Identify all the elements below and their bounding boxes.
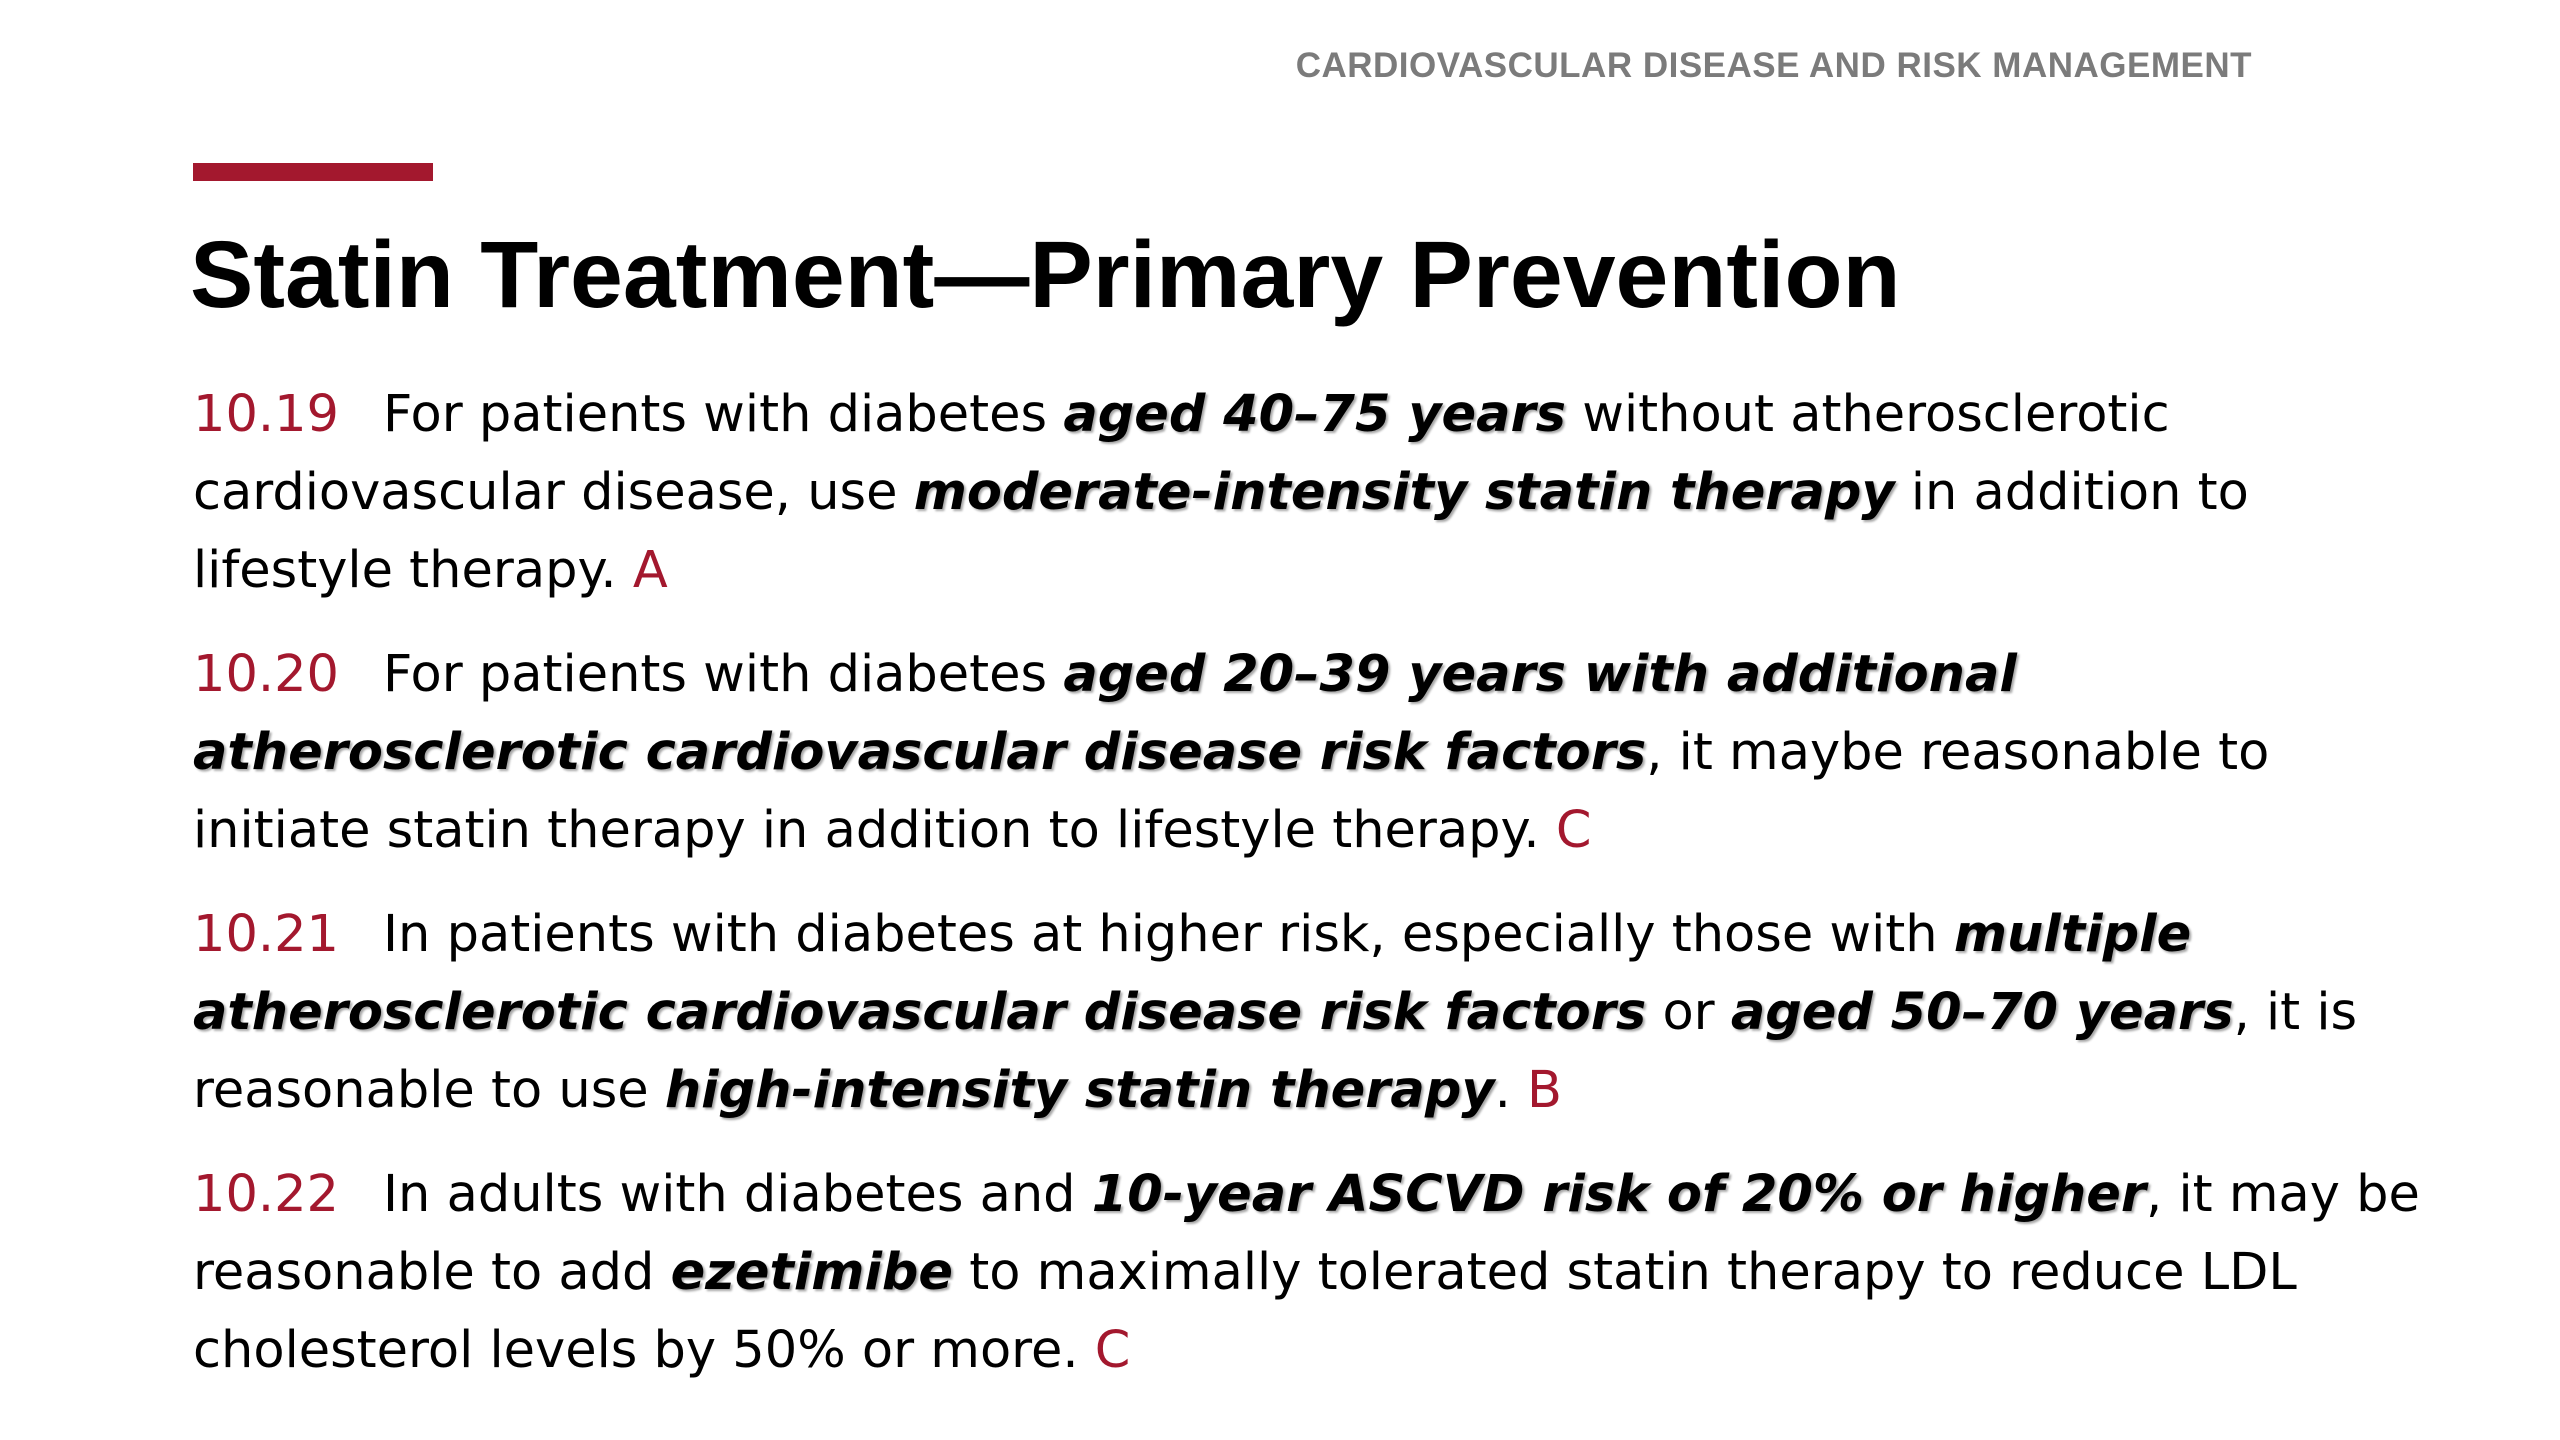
recommendation-text: to maximally tolerated statin therapy to… bbox=[193, 1243, 2297, 1380]
title-accent-bar bbox=[193, 163, 433, 181]
recommendation-10-22: 10.22 In adults with diabetes and 10-year… bbox=[193, 1156, 2443, 1390]
section-header: CARDIOVASCULAR DISEASE AND RISK MANAGEME… bbox=[1295, 46, 2252, 85]
recommendation-text: In patients with diabetes at higher risk… bbox=[383, 905, 1954, 964]
recommendation-emphasis: multiple atherosclerotic cardiovascular … bbox=[193, 905, 2192, 1042]
recommendation-emphasis: aged 50–70 years bbox=[1730, 983, 2234, 1042]
recommendation-emphasis: 10-year ASCVD risk of 20% or higher bbox=[1091, 1165, 2147, 1224]
recommendation-number: 10.22 bbox=[193, 1165, 340, 1224]
recommendation-text: or bbox=[1646, 983, 1731, 1042]
recommendation-10-21: 10.21 In patients with diabetes at higher… bbox=[193, 896, 2443, 1130]
recommendation-text: in addition to lifestyle therapy. bbox=[193, 463, 2249, 600]
evidence-grade: C bbox=[1094, 1321, 1131, 1380]
slide-title: Statin Treatment—Primary Prevention bbox=[190, 222, 1901, 328]
recommendation-text: , it is reasonable to use bbox=[193, 983, 2358, 1120]
recommendation-text: , it maybe reasonable to initiate statin… bbox=[193, 723, 2270, 860]
recommendation-text: , it may be reasonable to add bbox=[193, 1165, 2420, 1302]
recommendations-list: 10.19 For patients with diabetes aged 40–… bbox=[193, 376, 2443, 1416]
recommendation-emphasis: high-intensity statin therapy bbox=[664, 1061, 1495, 1120]
evidence-grade: C bbox=[1555, 801, 1592, 860]
recommendation-emphasis: aged 20–39 years with additional atheros… bbox=[193, 645, 2017, 782]
recommendation-text: For patients with diabetes bbox=[383, 645, 1064, 704]
evidence-grade: B bbox=[1527, 1061, 1563, 1120]
recommendation-number: 10.19 bbox=[193, 385, 340, 444]
recommendation-number: 10.21 bbox=[193, 905, 340, 964]
recommendation-10-20: 10.20 For patients with diabetes aged 20–… bbox=[193, 636, 2443, 870]
recommendation-number: 10.20 bbox=[193, 645, 340, 704]
evidence-grade: A bbox=[632, 541, 668, 600]
recommendation-emphasis: moderate-intensity statin therapy bbox=[913, 463, 1895, 522]
recommendation-text: For patients with diabetes bbox=[383, 385, 1064, 444]
recommendation-text: . bbox=[1494, 1061, 1528, 1120]
recommendation-emphasis: aged 40–75 years bbox=[1063, 385, 1567, 444]
recommendation-emphasis: ezetimibe bbox=[670, 1243, 954, 1302]
recommendation-text: without atherosclerotic cardiovascular d… bbox=[193, 385, 2170, 522]
recommendation-text: In adults with diabetes and bbox=[383, 1165, 1092, 1224]
recommendation-10-19: 10.19 For patients with diabetes aged 40–… bbox=[193, 376, 2443, 610]
